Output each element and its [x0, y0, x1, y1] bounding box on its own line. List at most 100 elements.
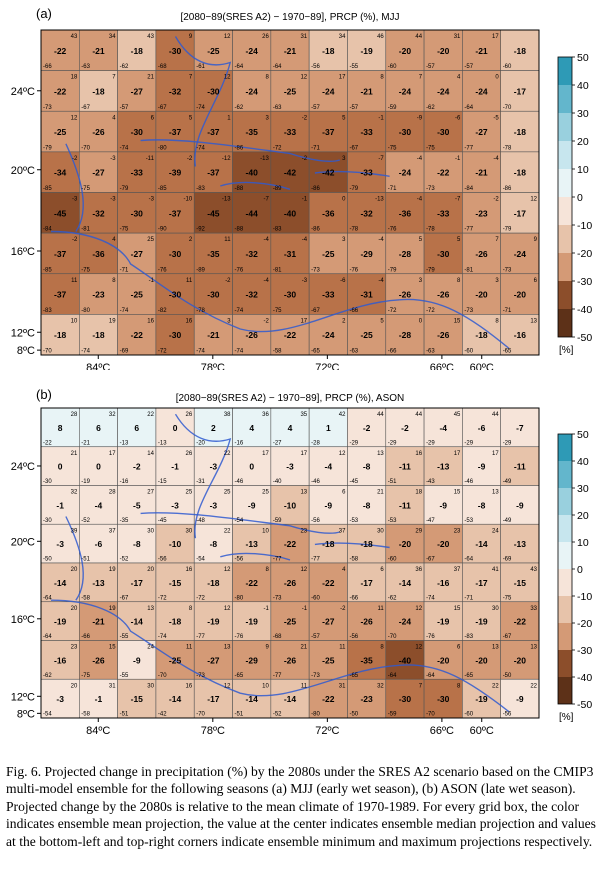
cell-median-label: -18 [322, 539, 335, 549]
colorbar-tick-label: -50 [577, 332, 592, 344]
grid-cell [232, 151, 272, 193]
cell-median-label: -20 [475, 290, 488, 300]
grid-cell [117, 523, 157, 564]
cell-median-label: -32 [360, 208, 373, 218]
x-tick-label: 72ºC [315, 362, 339, 370]
colorbar-tick-label: 10 [577, 164, 589, 176]
cell-median-label: 0 [173, 423, 178, 433]
panel-label: (a) [36, 6, 52, 21]
cell-min-label: -67 [311, 308, 320, 314]
cell-median-label: -30 [207, 290, 220, 300]
cell-median-label: -28 [399, 330, 412, 340]
cell-min-label: -54 [196, 557, 205, 563]
cell-max-label: 26 [262, 34, 269, 40]
cell-median-label: -26 [437, 290, 450, 300]
cell-min-label: -71 [311, 145, 320, 151]
cell-median-label: -3 [171, 500, 179, 510]
cell-min-label: -15 [158, 479, 167, 485]
cell-median-label: -16 [514, 330, 527, 340]
cell-median-label: -32 [92, 208, 105, 218]
grid-cell [193, 273, 233, 315]
grid-cell [423, 232, 463, 275]
cell-min-label: -79 [426, 267, 435, 273]
cell-min-label: -64 [273, 64, 282, 70]
cell-max-label: 8 [266, 75, 270, 81]
grid-cell [117, 70, 157, 112]
grid-cell [500, 70, 540, 112]
cell-min-label: -47 [426, 518, 435, 524]
cell-max-label: 13 [492, 490, 499, 496]
x-tick-label: 78ºC [201, 725, 225, 736]
cell-min-label: -77 [196, 634, 205, 640]
grid-cell [385, 523, 425, 564]
cell-median-label: -30 [284, 290, 297, 300]
colorbar-tick-label: -10 [577, 591, 592, 603]
grid-cell [79, 110, 118, 153]
chart-title: [2080−89(SRES A2) − 1970−89], PRCP (%), … [180, 12, 400, 23]
y-tick-label: 20ºC [11, 536, 35, 548]
colorbar-segment [558, 596, 572, 623]
cell-max-label: 6 [534, 278, 538, 284]
cell-max-label: 20 [71, 567, 78, 573]
cell-max-label: 5 [189, 115, 193, 121]
cell-median-label: -17 [475, 578, 488, 588]
cell-median-label: -17 [514, 86, 527, 96]
cell-median-label: -30 [131, 208, 144, 218]
cell-max-label: 11 [224, 237, 231, 243]
cell-max-label: 16 [186, 683, 193, 689]
cell-min-label: -46 [311, 479, 320, 485]
cell-max-label: 37 [454, 567, 461, 573]
cell-max-label: 4 [112, 115, 116, 121]
cell-min-label: -66 [388, 349, 397, 355]
coastline [220, 552, 291, 561]
cell-min-label: -50 [349, 712, 358, 718]
cell-median-label: -30 [399, 127, 412, 137]
cell-min-label: -27 [273, 440, 282, 446]
cell-median-label: -18 [131, 46, 144, 56]
cell-min-label: -75 [120, 227, 129, 233]
colorbar-tick-label: -30 [577, 276, 592, 288]
cell-max-label: 44 [415, 412, 422, 418]
cell-median-label: -8 [133, 539, 141, 549]
cell-median-label: -45 [54, 208, 67, 218]
cell-median-label: -14 [246, 694, 259, 704]
cell-min-label: -70 [43, 349, 52, 355]
cell-max-label: 34 [339, 34, 346, 40]
cell-min-label: -56 [503, 712, 512, 718]
cell-min-label: -69 [120, 349, 129, 355]
cell-min-label: -80 [235, 595, 244, 601]
cell-min-label: -75 [388, 145, 397, 151]
x-tick-label: 78ºC [201, 362, 225, 370]
grid-cell [232, 446, 272, 486]
colorbar-segment [558, 253, 572, 281]
cell-median-label: -22 [437, 168, 450, 178]
panel-b: (b) [2080−89(SRES A2) − 1970−89], PRCP (… [0, 381, 606, 736]
cell-min-label: -55 [349, 64, 358, 70]
cell-min-label: -66 [81, 634, 90, 640]
coastline [65, 143, 84, 232]
cell-max-label: 45 [454, 412, 461, 418]
cell-median-label: -17 [207, 694, 220, 704]
cell-max-label: 28 [109, 490, 116, 496]
cell-min-label: -78 [503, 145, 512, 151]
cell-min-label: -62 [43, 673, 52, 679]
cell-median-label: -26 [92, 127, 105, 137]
grid-cell [308, 562, 348, 603]
cell-median-label: -26 [437, 330, 450, 340]
colorbar-tick-label: 10 [577, 537, 589, 549]
cell-median-label: -8 [478, 500, 486, 510]
cell-max-label: 12 [224, 606, 231, 612]
cell-median-label: -9 [325, 500, 333, 510]
cell-min-label: -51 [388, 479, 397, 485]
cell-max-label: 15 [454, 490, 461, 496]
cell-min-label: -40 [273, 479, 282, 485]
cell-min-label: -67 [158, 105, 167, 111]
cell-min-label: -66 [349, 595, 358, 601]
grid-cell [79, 314, 118, 356]
grid-cell [423, 640, 463, 680]
cell-max-label: 10 [71, 318, 78, 324]
cell-median-label: -22 [514, 617, 527, 627]
cell-median-label: -24 [437, 86, 450, 96]
grid-cell [462, 523, 501, 564]
grid-cell [423, 314, 463, 356]
